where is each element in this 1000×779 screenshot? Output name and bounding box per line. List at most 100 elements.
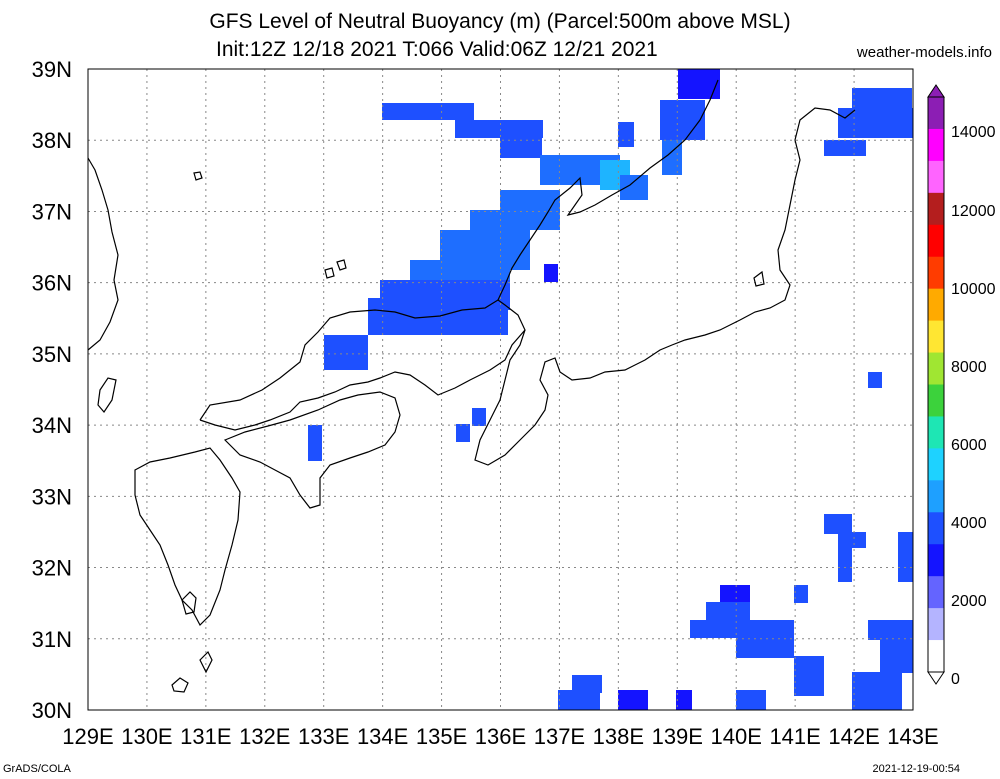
lnb-cell: [736, 638, 794, 658]
lon-label: 133E: [298, 724, 349, 749]
lat-label: 31N: [32, 627, 72, 652]
lnb-cell: [455, 120, 543, 138]
lon-label: 130E: [121, 724, 172, 749]
lnb-cell: [824, 140, 866, 156]
lon-label: 131E: [180, 724, 231, 749]
lnb-cell: [620, 175, 648, 200]
lat-label: 30N: [32, 698, 72, 723]
lon-label: 143E: [887, 724, 938, 749]
colorbar-segment: [928, 544, 944, 577]
colorbar-label: 14000: [951, 124, 996, 141]
lat-label: 33N: [32, 484, 72, 509]
lon-label: 134E: [357, 724, 408, 749]
colorbar-segment: [928, 576, 944, 609]
colorbar-bottom-arrow: [927, 671, 945, 685]
map-grid: [88, 69, 913, 710]
colorbar-label: 12000: [951, 203, 996, 220]
lat-label: 36N: [32, 271, 72, 296]
lnb-cell: [706, 602, 750, 622]
lat-label: 37N: [32, 199, 72, 224]
lnb-cell: [838, 532, 852, 582]
lon-label: 136E: [475, 724, 526, 749]
colorbar-segment: [928, 288, 944, 322]
colorbar-label: 6000: [951, 437, 987, 454]
lnb-cell: [308, 425, 322, 461]
lnb-cell: [572, 675, 602, 693]
colorbar-segment: [928, 640, 944, 673]
map-frame: [87, 68, 914, 711]
lnb-cell: [838, 108, 913, 138]
lnb-cell: [898, 532, 913, 582]
lnb-cell: [382, 103, 474, 120]
lat-label: 38N: [32, 128, 72, 153]
latitude-labels: 39N 38N 37N 36N 35N 34N 33N 32N 31N 30N: [32, 57, 72, 723]
lon-label: 132E: [239, 724, 290, 749]
timestamp-label: 2021-12-19-00:54: [872, 763, 960, 775]
longitude-labels: 129E 130E 131E 132E 133E 134E 135E 136E 137E 138E…: [62, 724, 938, 749]
colorbar-segment: [928, 352, 944, 385]
colorbar-segment: [928, 384, 944, 417]
colorbar-segment: [928, 480, 944, 513]
lnb-cell: [824, 514, 852, 534]
map-title: GFS Level of Neutral Buoyancy (m) (Parce…: [209, 10, 791, 33]
lnb-cell: [720, 585, 750, 605]
lat-label: 32N: [32, 556, 72, 581]
lnb-cell: [678, 69, 720, 99]
lnb-cell: [852, 88, 912, 110]
colorbar-segment: [928, 256, 944, 290]
lnb-cell: [852, 672, 902, 710]
colorbar-segment: [928, 192, 944, 226]
lon-label: 138E: [593, 724, 644, 749]
lon-label: 139E: [652, 724, 703, 749]
colorbar-segment: [928, 512, 944, 545]
lon-label: 142E: [828, 724, 879, 749]
colorbar-segment: [928, 97, 944, 130]
lnb-cell: [852, 532, 866, 548]
colorbar-segment: [928, 416, 944, 449]
site-label: weather-models.info: [856, 44, 992, 61]
colorbar-segment: [928, 224, 944, 258]
lnb-cell: [868, 620, 913, 640]
lon-label: 135E: [416, 724, 467, 749]
colorbar-segment: [928, 128, 944, 162]
lnb-cell: [472, 408, 486, 426]
lon-label: 137E: [534, 724, 585, 749]
credit-label: GrADS/COLA: [3, 763, 71, 775]
lnb-cell: [794, 585, 808, 603]
lnb-cell: [456, 424, 470, 442]
lat-label: 35N: [32, 342, 72, 367]
lnb-cell: [868, 372, 882, 388]
colorbar-segment: [928, 608, 944, 641]
lnb-cell: [736, 690, 766, 710]
lnb-cell: [794, 656, 824, 696]
lnb-cell: [660, 100, 705, 140]
colorbar-segment: [928, 160, 944, 194]
lnb-cell: [324, 335, 368, 370]
lon-label: 140E: [711, 724, 762, 749]
lon-label: 141E: [769, 724, 820, 749]
colorbar-segment: [928, 320, 944, 354]
lnb-cell: [558, 690, 600, 710]
lnb-cell: [618, 690, 648, 710]
colorbar: 14000 12000 10000 8000 6000 4000 2000 0: [927, 84, 996, 688]
lnb-cell: [880, 638, 913, 673]
lnb-shading: [308, 69, 913, 710]
lon-label: 129E: [62, 724, 113, 749]
lat-label: 34N: [32, 413, 72, 438]
lnb-cell: [500, 138, 542, 158]
lat-label: 39N: [32, 57, 72, 82]
colorbar-label: 2000: [951, 593, 987, 610]
lnb-cell: [544, 264, 558, 282]
colorbar-label: 10000: [951, 281, 996, 298]
lnb-cell: [676, 690, 692, 710]
lnb-cell: [690, 620, 794, 638]
map-subtitle: Init:12Z 12/18 2021 T:066 Valid:06Z 12/2…: [216, 38, 658, 61]
lnb-cell: [618, 122, 634, 147]
colorbar-label: 8000: [951, 359, 987, 376]
colorbar-label: 0: [951, 671, 960, 688]
colorbar-segment: [928, 448, 944, 481]
coastlines: [87, 79, 856, 693]
colorbar-label: 4000: [951, 515, 987, 532]
colorbar-top-arrow: [927, 84, 945, 98]
